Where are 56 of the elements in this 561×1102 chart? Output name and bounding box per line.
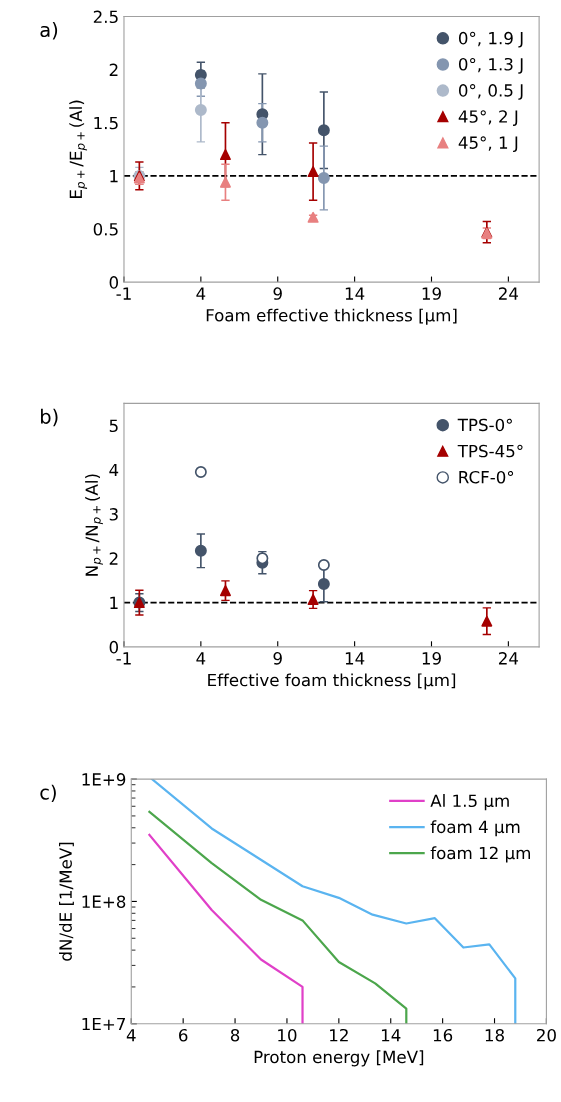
legend-label: 45°, 1 J	[458, 136, 518, 153]
y-tick-label: 4	[109, 463, 119, 477]
y-tick-label: 1E+7	[82, 1017, 125, 1031]
legend-label: foam 4 µm	[430, 820, 520, 837]
x-tick-label: 6	[179, 1028, 188, 1042]
x-tick-label: -1	[116, 287, 131, 300]
x-tick-label: 9	[273, 652, 282, 665]
legend-label: foam 12 µm	[430, 846, 530, 863]
x-tick-label: 19	[422, 287, 441, 300]
x-tick-label: 24	[498, 287, 519, 300]
y-tick-label: 2.5	[93, 10, 118, 24]
x-tick-label: 4	[126, 1029, 136, 1042]
legend-label: TPS-45°	[457, 444, 523, 458]
y-tick-label: 2	[109, 552, 118, 565]
x-tick-label: 4	[196, 652, 206, 665]
x-tick-label: 20	[537, 1028, 556, 1042]
y-axis-title: dN/dE [1/MeV]	[59, 842, 74, 961]
y-tick-label: 0.5	[93, 222, 118, 236]
y-tick-label: 1	[110, 170, 118, 183]
x-tick-label: 14	[345, 652, 365, 665]
x-tick-label: 8	[230, 1028, 240, 1042]
x-tick-label: 19	[422, 652, 441, 665]
y-tick-label: 2	[109, 63, 118, 76]
x-tick-label: 9	[273, 287, 282, 300]
y-tick-label: 5	[109, 419, 118, 433]
x-axis-title: Foam effective thickness [µm]	[206, 308, 457, 325]
legend-label: 0°, 0.5 J	[458, 84, 523, 100]
legend-label: RCF-0°	[459, 470, 514, 484]
y-tick-label: 1E+9	[82, 773, 126, 786]
y-tick-label: 1E+8	[82, 895, 126, 909]
y-tick-label: 0	[109, 640, 119, 654]
y-axis-title: N$_{p+}$/N$_{p+}$(Al)	[85, 474, 103, 576]
legend-label: 0°, 1.9 J	[458, 31, 523, 48]
legend-label: 45°, 2 J	[458, 110, 518, 126]
x-tick-label: 4	[196, 287, 206, 300]
text: a)	[40, 22, 58, 40]
legend-label: TPS-0°	[457, 418, 512, 432]
x-tick-label: 16	[433, 1028, 453, 1042]
x-axis-title: Proton energy [MeV]	[254, 1050, 424, 1067]
text: b)	[41, 408, 58, 427]
legend-label: 0°, 1.3 J	[458, 57, 523, 74]
x-tick-label: 12	[330, 1028, 348, 1042]
y-axis-title: E$_{p+}$/E$_{p+}$(Al)	[69, 100, 88, 198]
y-tick-label: 0	[109, 276, 119, 289]
x-tick-label: 14	[381, 1029, 401, 1042]
x-axis-title: Effective foam thickness [µm]	[208, 673, 456, 690]
y-tick-label: 1	[110, 596, 118, 609]
x-tick-label: 18	[485, 1028, 504, 1042]
x-tick-label: 10	[278, 1028, 297, 1042]
x-tick-label: 14	[345, 287, 365, 300]
x-tick-label: -1	[116, 652, 131, 665]
legend-label: Al 1.5 µm	[430, 794, 509, 811]
y-tick-label: 3	[109, 508, 118, 521]
x-tick-label: 24	[498, 652, 519, 665]
y-tick-label: 1.5	[94, 116, 118, 130]
text: c)	[40, 784, 56, 802]
